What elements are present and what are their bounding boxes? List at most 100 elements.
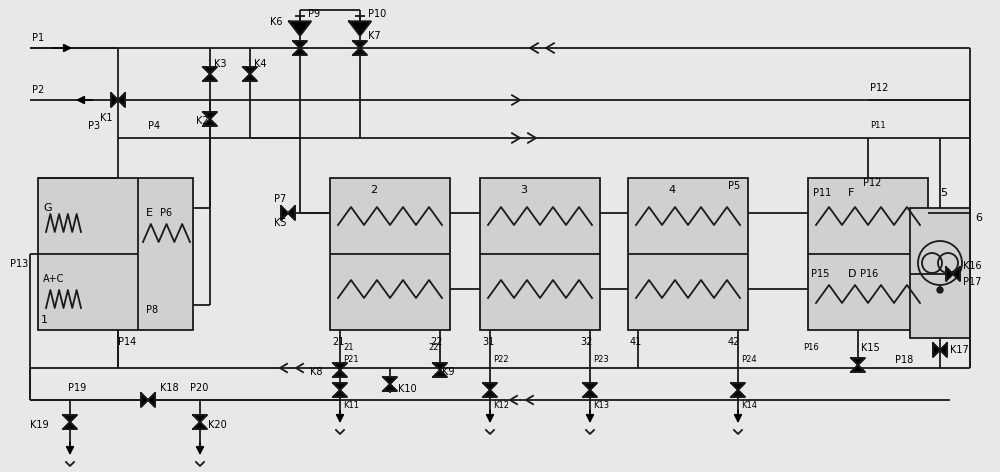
Polygon shape [333, 383, 347, 390]
Text: P4: P4 [148, 121, 160, 131]
Text: K16: K16 [963, 261, 982, 271]
Text: 21: 21 [343, 344, 354, 353]
Text: K11: K11 [343, 402, 359, 411]
Polygon shape [203, 112, 217, 119]
Text: 3: 3 [520, 185, 527, 195]
Text: 5: 5 [940, 188, 947, 198]
Polygon shape [333, 390, 347, 397]
Polygon shape [333, 363, 347, 370]
Text: K9: K9 [442, 367, 454, 377]
Text: K6: K6 [270, 17, 283, 27]
Text: G: G [43, 203, 52, 213]
Text: K8: K8 [310, 367, 322, 377]
Polygon shape [933, 343, 940, 357]
Bar [808, 178, 928, 330]
Polygon shape [583, 383, 597, 390]
Text: 21: 21 [332, 337, 344, 347]
Text: P2: P2 [32, 85, 44, 95]
Text: P3: P3 [88, 121, 100, 131]
Bar [480, 178, 600, 330]
Polygon shape [141, 393, 148, 407]
Text: P20: P20 [190, 383, 208, 393]
Text: 1: 1 [41, 315, 48, 325]
Polygon shape [851, 358, 865, 365]
Text: 6: 6 [975, 213, 982, 223]
Polygon shape [293, 41, 307, 48]
Text: 22: 22 [428, 344, 438, 353]
Text: K17: K17 [950, 345, 969, 355]
Text: P24: P24 [741, 355, 757, 364]
Text: 31: 31 [482, 337, 494, 347]
Polygon shape [731, 390, 745, 397]
Polygon shape [243, 74, 257, 81]
Polygon shape [353, 41, 367, 48]
Bar [628, 178, 748, 330]
Text: P15: P15 [811, 269, 829, 279]
Text: P7: P7 [274, 194, 286, 204]
Text: P19: P19 [68, 383, 86, 393]
Polygon shape [731, 383, 745, 390]
Text: K4: K4 [254, 59, 266, 69]
Text: K1: K1 [100, 113, 112, 123]
Text: P5: P5 [728, 181, 740, 191]
Polygon shape [940, 343, 947, 357]
Text: F: F [848, 188, 854, 198]
Text: P10: P10 [368, 9, 386, 19]
Text: K7: K7 [368, 31, 381, 41]
Text: 42: 42 [728, 337, 740, 347]
Text: 32: 32 [580, 337, 592, 347]
Text: 22: 22 [430, 337, 442, 347]
Polygon shape [946, 267, 953, 281]
Polygon shape [193, 415, 207, 422]
Circle shape [937, 287, 943, 293]
Text: E: E [146, 208, 153, 218]
Polygon shape [293, 48, 307, 55]
Polygon shape [433, 363, 447, 370]
Text: P14: P14 [118, 337, 136, 347]
Polygon shape [851, 365, 865, 372]
Text: P11: P11 [870, 121, 886, 130]
Text: P9: P9 [308, 9, 320, 19]
Text: A+C: A+C [43, 274, 64, 284]
Text: P11: P11 [813, 188, 831, 198]
Polygon shape [148, 393, 155, 407]
Polygon shape [953, 267, 960, 281]
Polygon shape [583, 390, 597, 397]
Text: P18: P18 [895, 355, 913, 365]
Text: P17: P17 [963, 277, 981, 287]
Polygon shape [63, 422, 77, 429]
Text: P12: P12 [870, 83, 888, 93]
Text: P12: P12 [863, 178, 881, 188]
Polygon shape [433, 370, 447, 377]
Text: P16: P16 [803, 344, 819, 353]
Polygon shape [288, 206, 295, 220]
Polygon shape [203, 74, 217, 81]
Text: P13: P13 [10, 259, 28, 269]
Text: K12: K12 [493, 402, 509, 411]
Polygon shape [333, 370, 347, 377]
Text: P8: P8 [146, 305, 158, 315]
Text: P21: P21 [343, 355, 359, 364]
Polygon shape [203, 119, 217, 126]
Polygon shape [243, 67, 257, 74]
Polygon shape [111, 93, 118, 107]
Text: P16: P16 [860, 269, 878, 279]
Text: P1: P1 [32, 33, 44, 43]
Polygon shape [289, 21, 311, 36]
Text: K19: K19 [30, 420, 49, 430]
Bar [330, 178, 450, 330]
Text: K20: K20 [208, 420, 227, 430]
Text: K2: K2 [196, 116, 209, 126]
Text: 4: 4 [668, 185, 675, 195]
Polygon shape [193, 422, 207, 429]
Text: P23: P23 [593, 355, 609, 364]
Text: K18: K18 [160, 383, 179, 393]
Polygon shape [483, 383, 497, 390]
Polygon shape [353, 48, 367, 55]
Bar [910, 208, 970, 338]
Text: K3: K3 [214, 59, 226, 69]
Text: K13: K13 [593, 402, 609, 411]
Text: P6: P6 [160, 208, 172, 218]
Polygon shape [349, 21, 371, 36]
Polygon shape [203, 67, 217, 74]
